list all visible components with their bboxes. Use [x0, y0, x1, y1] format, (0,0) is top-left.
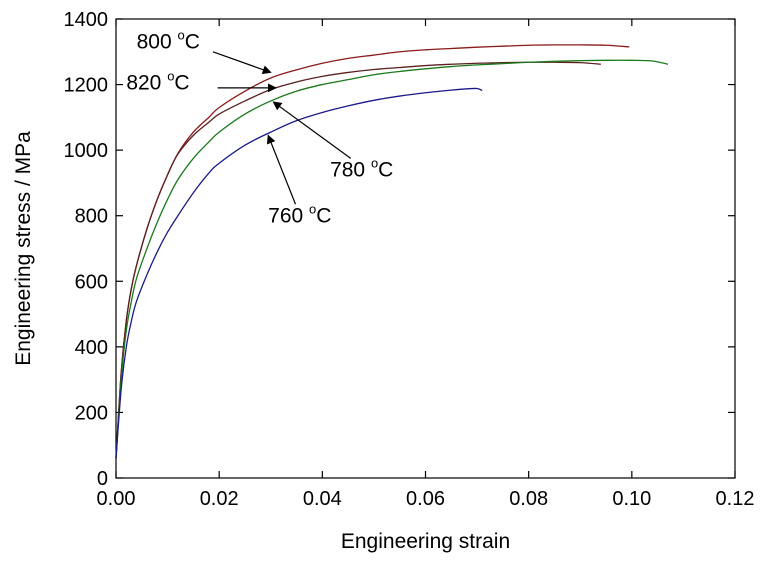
y-tick-label: 1200 — [64, 75, 109, 97]
y-tick-label: 400 — [75, 337, 108, 359]
x-axis: 0.00 0.02 0.04 0.06 0.08 0.10 0.12 — [97, 19, 755, 510]
y-tick-label: 600 — [75, 271, 108, 293]
x-tick-label: 0.00 — [97, 488, 136, 510]
x-tick-label: 0.06 — [406, 488, 445, 510]
annotation-arrow — [266, 134, 297, 205]
y-tick-label: 0 — [97, 468, 108, 490]
y-tick-label: 200 — [75, 402, 108, 424]
annotation-arrow — [272, 101, 352, 159]
y-axis-title: Engineering stress / MPa — [12, 131, 35, 366]
annotation-label: 780 oC — [330, 155, 393, 181]
x-tick-label: 0.08 — [509, 488, 548, 510]
x-tick-label: 0.04 — [303, 488, 342, 510]
x-tick-label: 0.12 — [716, 488, 755, 510]
annotation-layer: 800 oC 820 oC 780 oC 760 oC — [126, 28, 393, 228]
series-line-1 — [115, 61, 601, 459]
plot-frame — [115, 18, 736, 479]
annotation-label: 820 oC — [126, 68, 189, 94]
y-tick-label: 1400 — [64, 9, 109, 31]
series-line-0 — [115, 44, 630, 459]
x-tick-label: 0.02 — [200, 488, 239, 510]
y-axis: 0 200 400 600 800 1000 1200 1400 — [64, 9, 735, 490]
annotation-label: 760 oC — [268, 201, 331, 227]
y-tick-label: 1000 — [64, 140, 109, 162]
series-layer — [115, 44, 669, 459]
series-line-3 — [115, 87, 483, 459]
y-tick-label: 800 — [75, 206, 108, 228]
annotation-label: 800 oC — [137, 28, 200, 54]
series-line-2 — [115, 59, 669, 459]
x-axis-title: Engineering strain — [341, 530, 510, 553]
annotation-arrow — [212, 51, 272, 74]
x-tick-label: 0.10 — [612, 488, 651, 510]
